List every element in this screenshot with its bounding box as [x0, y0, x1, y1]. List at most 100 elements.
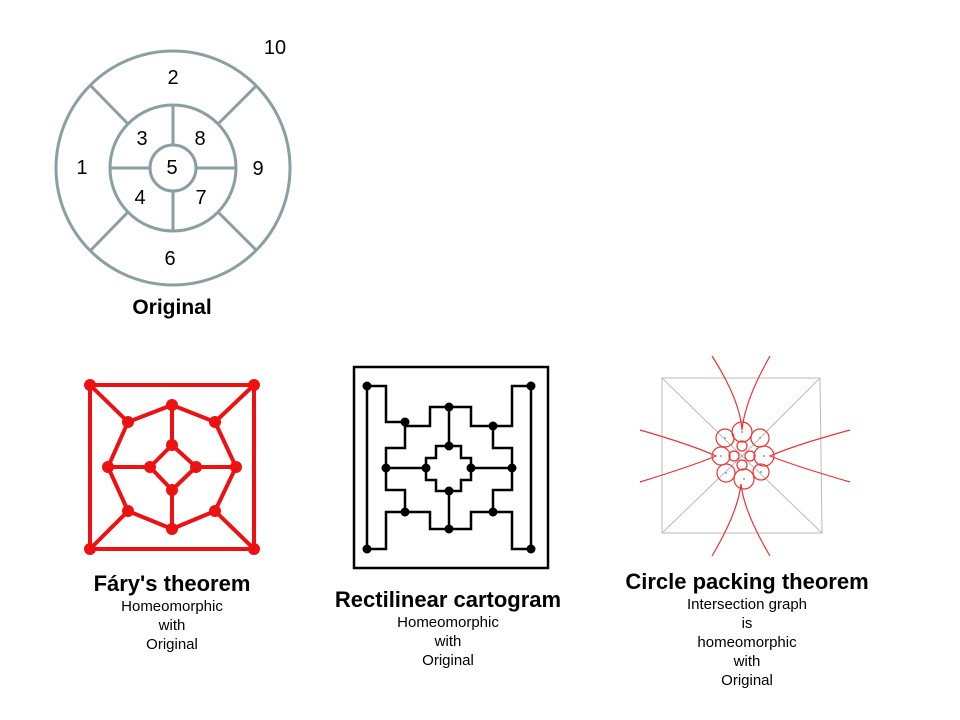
rect-edge: [367, 510, 405, 551]
fary-vertex: [84, 543, 96, 555]
rectilinear-vertices: [362, 381, 536, 554]
rect-vertex: [362, 544, 372, 554]
region-label-1: 1: [76, 157, 87, 179]
rect-edge: [367, 384, 405, 424]
region-label-4: 4: [134, 187, 145, 209]
packing-center-dot: [760, 471, 762, 473]
fary-title: Fáry's theorem: [93, 571, 251, 596]
packing-frame: [661, 377, 823, 534]
rect-edge: [493, 510, 531, 551]
circle-packing-title: Circle packing theorem: [625, 569, 869, 594]
fary-vertex: [248, 543, 260, 555]
packing-circle: [716, 463, 736, 483]
fary-subtitle-line: with: [158, 617, 186, 634]
original-region-labels: 1 2 3 4 5 6 7 8 9 10: [76, 37, 286, 270]
fary-vertex: [102, 461, 114, 473]
rectilinear-subtitle-line: with: [434, 633, 462, 650]
rectilinear-subtitle-line: Homeomorphic: [397, 614, 499, 631]
fary-vertex: [230, 461, 242, 473]
packing-center-dot: [725, 472, 727, 474]
original-caption: Original: [132, 296, 211, 319]
circle-packing-subtitle-line: with: [733, 653, 761, 670]
packing-center-dot: [724, 437, 726, 439]
rect-vertex: [421, 463, 431, 473]
packing-arc-top: [711, 355, 771, 431]
packing-frame-diagonal: [661, 377, 743, 457]
region-label-7: 7: [195, 187, 206, 209]
rect-vertex: [526, 381, 536, 391]
rect-vertex: [400, 507, 410, 517]
rectilinear-title: Rectilinear cartogram: [334, 587, 562, 612]
rect-vertex: [466, 463, 476, 473]
fary-vertex: [122, 505, 134, 517]
fary-vertex: [209, 416, 221, 428]
rect-vertex: [444, 402, 454, 412]
packing-center-dot: [743, 478, 745, 480]
rect-vertex: [526, 544, 536, 554]
fary-vertex: [166, 523, 178, 535]
fary-vertex: [166, 439, 178, 451]
packing-circle: [744, 450, 756, 462]
outer-circle: [54, 49, 292, 287]
region-label-9: 9: [252, 158, 263, 180]
fary-edge: [88, 383, 130, 424]
packing-center-dot: [759, 437, 761, 439]
region-label-6: 6: [164, 248, 175, 270]
rect-vertex: [400, 417, 410, 427]
packing-frame-diagonal: [661, 455, 743, 534]
packing-center-dot: [741, 431, 743, 433]
fary-edge: [88, 509, 130, 551]
rectilinear-caption: Rectilinear cartogram Homeomorphic with …: [318, 587, 578, 670]
packing-circle: [736, 440, 748, 452]
packing-frame-diagonal: [741, 455, 823, 534]
rect-edge: [493, 384, 531, 428]
packing-circles: [711, 421, 775, 490]
fary-vertex: [190, 461, 202, 473]
fary-vertex: [209, 505, 221, 517]
fary-inner-diamond: [148, 443, 198, 492]
fary-edge: [213, 383, 256, 424]
packing-center-dot: [720, 455, 722, 457]
fary-caption: Fáry's theorem Homeomorphic with Origina…: [62, 571, 282, 654]
circle-packing-caption: Circle packing theorem Intersection grap…: [606, 569, 888, 690]
packing-circle: [728, 450, 740, 462]
rect-vertex: [507, 463, 517, 473]
packing-outer-arcs: [639, 355, 851, 557]
rect-vertex: [488, 421, 498, 431]
region-label-5: 5: [166, 157, 177, 179]
fary-vertex: [166, 399, 178, 411]
fary-vertex: [84, 379, 96, 391]
circle-packing-subtitle-line: Original: [721, 672, 773, 689]
packing-arc-right: [768, 429, 851, 483]
circle-packing-figure: [639, 355, 851, 557]
packing-circle: [715, 428, 735, 448]
packing-arc-left: [639, 429, 718, 483]
original-map: [54, 49, 292, 287]
fary-vertices: [84, 379, 260, 555]
packing-circle: [752, 463, 770, 481]
fary-edge: [213, 509, 256, 551]
region-label-2: 2: [167, 67, 178, 89]
rect-vertex: [381, 463, 391, 473]
divider-outer-ur: [216, 84, 258, 126]
fary-vertex: [122, 416, 134, 428]
rect-vertex: [362, 381, 372, 391]
region-label-10: 10: [264, 37, 286, 59]
rect-vertex: [444, 441, 454, 451]
divider-outer-lr: [216, 210, 258, 252]
fary-subtitle-line: Original: [146, 636, 198, 653]
circle-packing-subtitle-line: Intersection graph: [686, 596, 808, 613]
packing-frame-diagonal: [741, 377, 821, 457]
fary-subtitle-line: Homeomorphic: [121, 598, 223, 615]
circle-packing-subtitle-line: is: [741, 615, 753, 632]
packing-circle: [736, 459, 748, 471]
rectilinear-subtitle-line: Original: [422, 652, 474, 669]
packing-centers: [720, 431, 765, 480]
rect-vertex: [444, 524, 454, 534]
divider-outer-ul: [89, 84, 130, 126]
rect-inner-cross: [424, 444, 473, 493]
region-label-3: 3: [136, 128, 147, 150]
fary-vertex: [248, 379, 260, 391]
fary-vertex: [166, 484, 178, 496]
